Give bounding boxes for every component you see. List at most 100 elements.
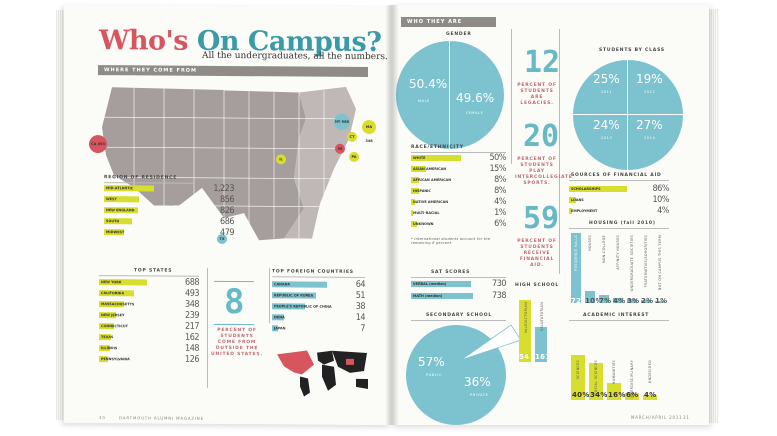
class-2013-label: 2013 xyxy=(601,136,613,140)
state-value: 493 xyxy=(185,288,199,299)
countries-caption: TOP FOREIGN COUNTRIES xyxy=(272,269,354,275)
housing-bar xyxy=(655,301,665,303)
sat-label: VERBAL (median) xyxy=(413,282,447,286)
housing-value: 4% xyxy=(613,297,626,305)
column-divider xyxy=(511,29,512,164)
race-bar xyxy=(411,166,426,172)
state-value: 239 xyxy=(185,310,199,321)
aid-label: EMPLOYMENT xyxy=(571,209,598,213)
valedictorian-value: 54 xyxy=(519,353,530,361)
country-value: 14 xyxy=(355,312,365,323)
class-pie-divider-v xyxy=(627,60,628,170)
race-value: 15% xyxy=(489,164,507,174)
interest-value: 40% xyxy=(572,391,590,399)
aid-bar xyxy=(569,197,576,203)
percent-big-number: 8 xyxy=(224,281,245,323)
race-label: NATIVE AMERICAN xyxy=(413,200,449,204)
region-row: NEW ENGLAND 826 xyxy=(104,205,234,217)
state-label: MASSACHUSETTS xyxy=(101,302,135,307)
map-pin-ny: NY 688 xyxy=(334,113,350,130)
housing-caption: HOUSING (fall 2010) xyxy=(589,221,656,226)
map-west xyxy=(102,87,224,206)
state-value: 148 xyxy=(185,343,199,354)
country-value: 64 xyxy=(355,279,365,290)
aid-row: LOANS 10% xyxy=(569,195,669,205)
sat-label: MATH (median) xyxy=(413,294,443,298)
state-value: 217 xyxy=(185,321,199,332)
state-row: NEW YORK 688 xyxy=(99,278,199,288)
interest-label: SOCIAL SCIENCES xyxy=(594,360,598,395)
valedictorian-bar xyxy=(519,300,531,362)
secondary-public-label: PUBLIC xyxy=(426,373,443,377)
secondary-rule xyxy=(411,320,506,321)
state-label: ILLINOIS xyxy=(101,346,118,351)
housing-bar xyxy=(599,295,609,303)
aid-label: LOANS xyxy=(571,198,584,202)
column-divider xyxy=(207,267,208,388)
percent-rule-top xyxy=(214,280,254,283)
aid-number: 59 xyxy=(523,201,560,236)
aid-text: PERCENT OF STUDENTS RECEIVE FINANCIAL AI… xyxy=(517,239,557,268)
aid-caption: SOURCES OF FINANCIAL AID xyxy=(571,173,662,178)
country-label: JAPAN xyxy=(274,326,286,331)
footer-title: DARTMOUTH ALUMNI MAGAZINE xyxy=(119,415,204,421)
housing-label: HOUSES xyxy=(588,235,592,251)
map-pin-pa: PA xyxy=(349,151,359,162)
class-2014-label: 2014 xyxy=(644,136,656,140)
class-pie: 25% 2011 19% 2012 24% 2013 27% 2014 xyxy=(573,60,683,170)
state-row: CALIFORNIA 493 xyxy=(99,288,199,299)
race-bar xyxy=(411,155,461,161)
map-pin-ct: CT xyxy=(347,131,357,142)
race-bar xyxy=(411,177,419,183)
race-row: MULTI-RACIAL 1% xyxy=(411,208,506,218)
map-pin-ma: MA 348 xyxy=(362,119,376,143)
state-label: CONNECTICUT xyxy=(101,324,128,329)
section-header-left: WHERE THEY COME FROM xyxy=(98,65,368,77)
housing-label: AFFINITY HOUSES xyxy=(616,235,620,270)
percent-text: PERCENT OF STUDENTS COME FROM OUTSIDE TH… xyxy=(211,327,263,358)
state-row: ILLINOIS 148 xyxy=(99,343,199,354)
sat-value: 738 xyxy=(492,291,506,301)
country-value: 38 xyxy=(355,301,365,312)
state-row: MASSACHUSETTS 348 xyxy=(99,300,199,310)
secondary-caption: SECONDARY SCHOOL xyxy=(426,313,493,318)
aid-bar xyxy=(569,186,627,192)
footer-date: MARCH/APRIL 2011 xyxy=(631,415,683,420)
gender-pie: 50.4% MALE 49.6% FEMALE xyxy=(396,41,504,149)
state-row: NEW JERSEY 239 xyxy=(99,310,199,321)
legacy-text: PERCENT OF STUDENTS ARE LEGACIES. xyxy=(517,83,557,106)
salutatorian-label: SALUTATORIAN xyxy=(540,302,544,332)
region-bar-list: MID-ATLANTIC 1,223 WEST 856 NEW ENGLAND … xyxy=(64,5,391,238)
region-value: 826 xyxy=(220,205,234,217)
race-caption: RACE/ETHNICITY xyxy=(411,145,464,150)
race-label: MULTI-RACIAL xyxy=(413,211,440,215)
race-row: HISPANIC 8% xyxy=(411,186,506,196)
interest-caption: ACADEMIC INTEREST xyxy=(583,313,650,318)
country-label: INDIA xyxy=(274,315,285,320)
title-part-red: Who's xyxy=(99,25,188,57)
interest-bar xyxy=(643,395,657,400)
gender-caption: GENDER xyxy=(446,32,472,37)
region-value: 856 xyxy=(220,194,234,206)
sports-text: PERCENT OF STUDENTS PLAY INTERCOLLEGIATE… xyxy=(515,157,573,186)
right-page-edge xyxy=(707,9,719,423)
state-label: TEXAS xyxy=(101,335,114,340)
percent-rule-bottom xyxy=(214,323,254,326)
map-state-borders xyxy=(104,87,349,239)
housing-bar xyxy=(571,233,581,303)
interest-value: 34% xyxy=(590,391,608,399)
country-row: PEOPLE'S REPUBLIC OF CHINA 38 xyxy=(272,301,365,312)
secondary-pie-exploded-slice xyxy=(460,324,522,361)
map-pin-ca: CA 493 xyxy=(89,135,107,154)
legacy-number: 12 xyxy=(524,45,561,80)
interest-value: 6% xyxy=(626,391,639,399)
secondary-private-label: PRIVATE xyxy=(470,393,489,397)
state-label: PENNSYLVANIA xyxy=(101,357,130,362)
race-label: UNKNOWN xyxy=(413,222,434,226)
region-label: MID-ATLANTIC xyxy=(106,186,134,191)
sat-value: 730 xyxy=(492,279,506,289)
world-map xyxy=(277,350,368,397)
gender-female-label: FEMALE xyxy=(466,111,484,115)
housing-value: 7% xyxy=(599,297,612,305)
valedictorian-label: VALEDICTORIAN xyxy=(524,302,528,334)
